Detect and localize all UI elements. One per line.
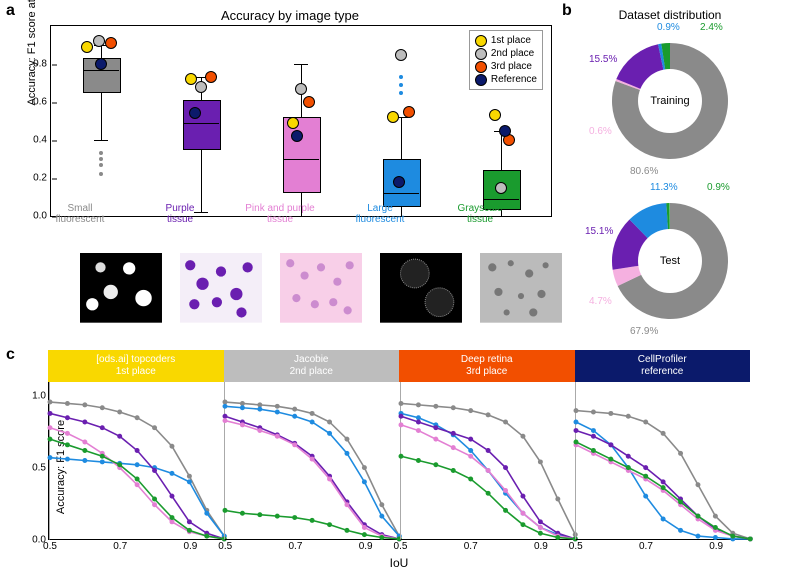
c-ytick: 0.5 <box>32 463 49 474</box>
panel-c-headers: [ods.ai] topcoders1st placeJacobie2nd pl… <box>48 350 750 382</box>
marker-ref <box>95 58 107 70</box>
c-xtick: 0.9 <box>534 539 548 552</box>
c-ytick: 1.0 <box>32 391 49 402</box>
c-plot-1: 0.50.70.9 <box>224 382 399 540</box>
c-xtick: 0.9 <box>709 539 723 552</box>
marker-third <box>205 71 217 83</box>
c-header: CellProfilerreference <box>575 350 751 382</box>
panel-c-plots: Accuracy: F1 score 0.00.51.00.50.70.90.5… <box>48 382 750 540</box>
panel-label-a: a <box>6 2 15 20</box>
donut-label: 11.3% <box>650 182 678 193</box>
c-plot-0: 0.50.70.9 <box>49 382 224 540</box>
c-xtick: 0.5 <box>394 539 408 552</box>
donut-label: 15.1% <box>585 226 613 237</box>
xcat-label: Smallfluorescent <box>40 203 120 225</box>
box-2 <box>261 26 341 216</box>
c-xtick: 0.5 <box>569 539 583 552</box>
ytick: 0.2 <box>33 173 51 184</box>
c-plot-3: 0.50.70.9 <box>575 382 750 540</box>
marker-first <box>287 117 299 129</box>
marker-ref <box>189 107 201 119</box>
donut-label: 67.9% <box>630 326 658 337</box>
panel-label-c: c <box>6 346 15 364</box>
marker-ref <box>393 176 405 188</box>
thumb-4 <box>480 253 562 321</box>
donut-0: Training80.6%0.6%15.5%0.9%2.4% <box>595 26 745 176</box>
donut-label: 0.6% <box>589 126 612 137</box>
thumb-2 <box>280 253 362 321</box>
donut-label: 0.9% <box>657 22 680 33</box>
c-xtick: 0.7 <box>464 539 478 552</box>
panel-c-xlabel: IoU <box>48 556 750 570</box>
donut-label: 4.7% <box>589 296 612 307</box>
xcat-label: Pink and purpletissue <box>240 203 320 225</box>
c-xtick: 0.9 <box>183 539 197 552</box>
marker-second <box>93 35 105 47</box>
marker-second <box>495 182 507 194</box>
marker-third <box>105 37 117 49</box>
c-xtick: 0.7 <box>639 539 653 552</box>
panel-a: Accuracy by image type Accuracy: F1 scor… <box>30 8 550 338</box>
donut-label: 80.6% <box>630 166 658 177</box>
xcat-label: Grayscaletissue <box>440 203 520 225</box>
marker-second <box>395 49 407 61</box>
boxplot-area: 1st place2nd place3rd placeReference 0.0… <box>50 25 552 217</box>
c-xtick: 0.7 <box>288 539 302 552</box>
marker-ref <box>499 125 511 137</box>
c-xtick: 0.9 <box>359 539 373 552</box>
box-4 <box>461 26 541 216</box>
figure: a b c Accuracy by image type Accuracy: F… <box>0 0 790 580</box>
marker-third <box>403 106 415 118</box>
marker-first <box>489 109 501 121</box>
marker-first <box>81 41 93 53</box>
panel-a-ylabel: Accuracy: F1 score at 0.7 IoU <box>26 0 38 106</box>
thumb-1 <box>180 253 262 321</box>
marker-third <box>303 96 315 108</box>
donut-center: Training <box>650 95 689 107</box>
marker-second <box>295 83 307 95</box>
marker-second <box>195 81 207 93</box>
xcat-label: Purpletissue <box>140 203 220 225</box>
panel-b: Dataset distribution Training 80.6% 0.6% 15… <box>570 8 770 346</box>
thumb-3 <box>380 253 462 321</box>
thumb-0 <box>80 253 162 321</box>
xcat-label: Largefluorescent <box>340 203 420 225</box>
c-header: [ods.ai] topcoders1st place <box>48 350 224 382</box>
c-xtick: 0.5 <box>43 539 57 552</box>
donut-label: 15.5% <box>589 54 617 65</box>
c-header: Deep retina3rd place <box>399 350 575 382</box>
box-0 <box>61 26 141 216</box>
ytick: 0.4 <box>33 135 51 146</box>
c-header: Jacobie2nd place <box>224 350 400 382</box>
donut-1: Test67.9%4.7%15.1%11.3%0.9% <box>595 186 745 336</box>
panel-c: [ods.ai] topcoders1st placeJacobie2nd pl… <box>48 350 750 570</box>
c-plot-2: 0.50.70.9 <box>400 382 575 540</box>
panel-b-title: Dataset distribution <box>570 8 770 22</box>
ytick: 0.8 <box>33 59 51 70</box>
panel-a-title: Accuracy by image type <box>30 8 550 23</box>
category-thumbnails <box>80 253 562 321</box>
donut-center: Test <box>660 255 680 267</box>
marker-ref <box>291 130 303 142</box>
c-xtick: 0.7 <box>113 539 127 552</box>
ytick: 0.6 <box>33 97 51 108</box>
box-1 <box>161 26 241 216</box>
donut-label: 0.9% <box>707 182 730 193</box>
box-3 <box>361 26 441 216</box>
donut-label: 2.4% <box>700 22 723 33</box>
c-xtick: 0.5 <box>218 539 232 552</box>
marker-first <box>387 111 399 123</box>
